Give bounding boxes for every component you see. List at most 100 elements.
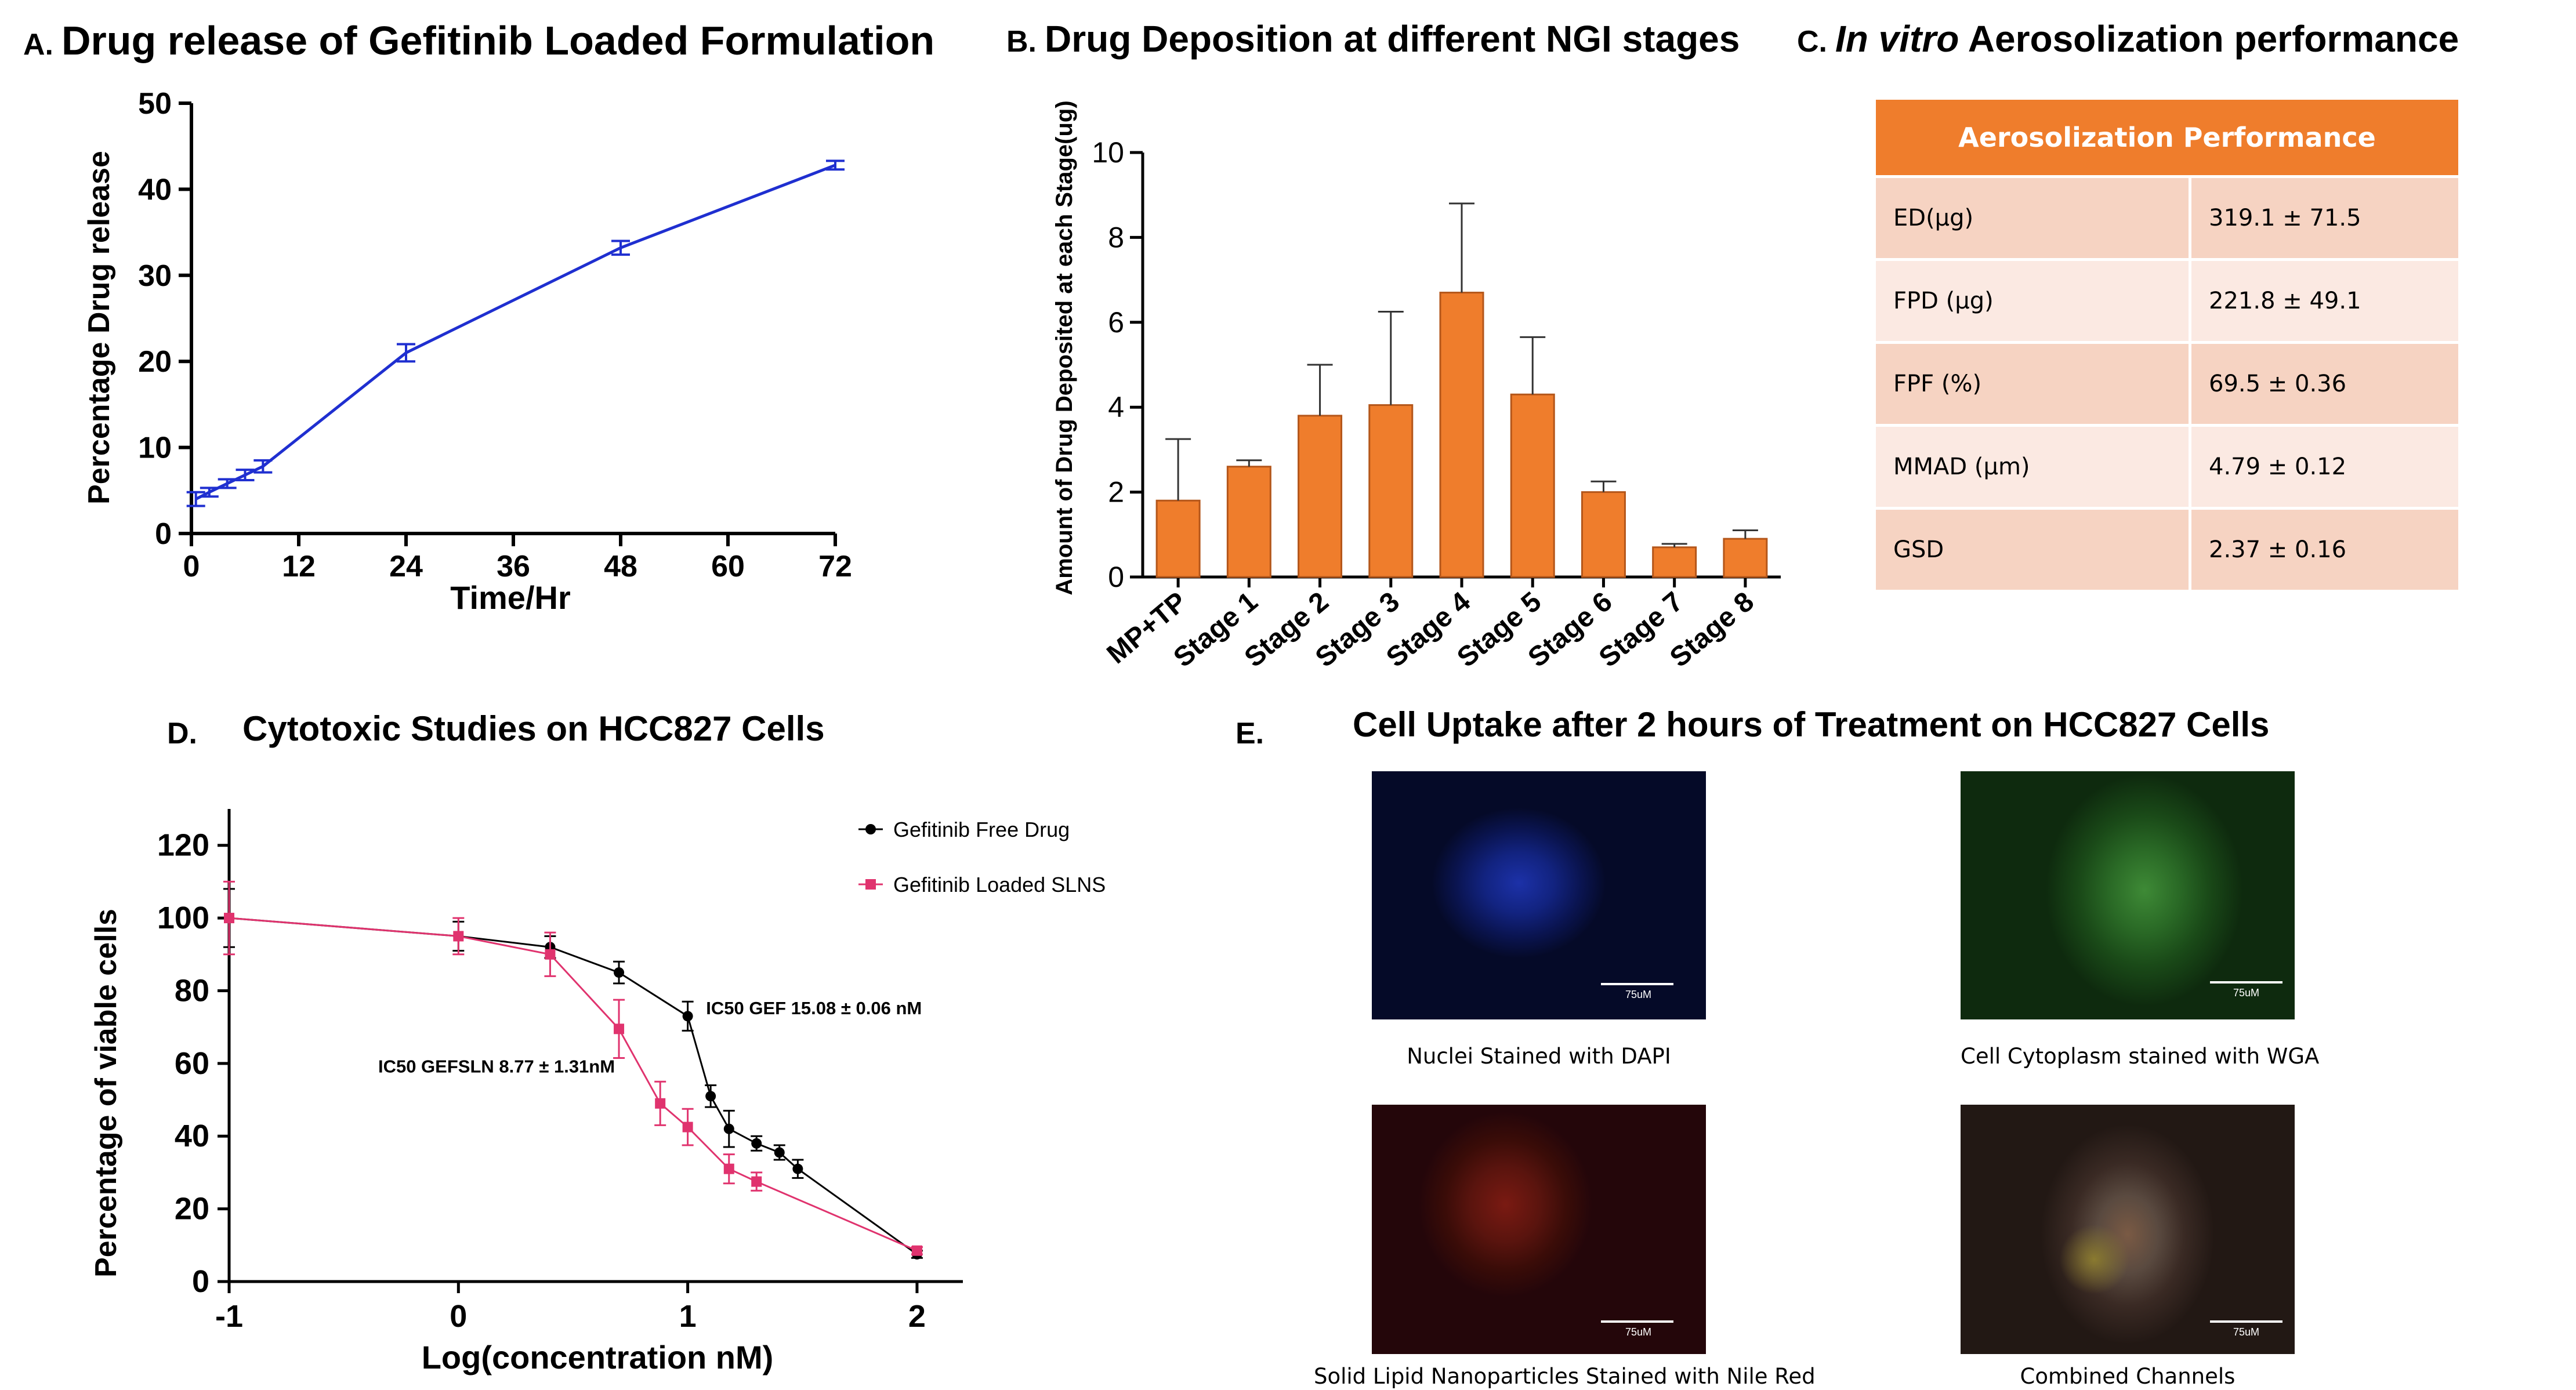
chart-d-plot: IC50 GEF 15.08 ± 0.06 nM IC50 GEFSLN 8.77…	[223, 880, 923, 1260]
data-point	[705, 1091, 716, 1102]
bar	[1368, 404, 1414, 578]
series-line	[229, 917, 918, 1255]
legend-entry: Gefitinib Loaded SLNS	[858, 873, 1106, 897]
micro-image-dapi: 75uM	[1372, 771, 1706, 1019]
data-point	[453, 931, 464, 942]
table-row: FPF (%) 69.5 ± 0.36	[1876, 341, 2458, 424]
table-cell-label: FPF (%)	[1876, 341, 2189, 424]
panel-d-title: Cytotoxic Studies on HCC827 Cells	[242, 709, 825, 748]
bar	[1652, 546, 1697, 578]
table-cell-label: ED(μg)	[1876, 175, 2189, 258]
aerosolization-table-header: Aerosolization Performance	[1876, 100, 2458, 175]
table-cell-value: 221.8 ± 49.1	[2189, 258, 2458, 341]
micro-image-nile-red: 75uM	[1372, 1105, 1706, 1354]
panel-a-title-text: Drug release of Gefitinib Loaded Formula…	[61, 18, 935, 63]
error-bar	[826, 159, 845, 171]
micro-image-wga: 75uM	[1961, 771, 2295, 1019]
chart-a-ylabel: Percentage Drug release	[82, 151, 116, 505]
table-cell-value: 4.79 ± 0.12	[2189, 424, 2458, 507]
bar	[1298, 415, 1343, 578]
y-tick-label: 100	[157, 901, 209, 935]
error-bar	[186, 491, 205, 507]
y-tick-label: 40	[138, 173, 172, 206]
y-tick-label: 0	[192, 1264, 209, 1299]
error-bar	[1520, 336, 1546, 395]
panel-c-letter: C.	[1797, 25, 1827, 59]
ic50-annotation: IC50 GEFSLN 8.77 ± 1.31nM	[378, 1057, 615, 1077]
y-tick-label: 20	[138, 345, 172, 379]
y-tick-label: 0	[155, 517, 172, 551]
error-bar	[200, 487, 219, 498]
caption-combined: Combined Channels	[2020, 1364, 2236, 1389]
panel-a-letter: A.	[23, 28, 53, 61]
scale-label: 75uM	[1625, 989, 1652, 1000]
table-cell-value: 69.5 ± 0.36	[2189, 341, 2458, 424]
chart-a-axes: 0 10 20 30 40 50 0 12 24 36 48 60 72	[138, 87, 852, 583]
y-tick-label: 10	[1092, 136, 1124, 169]
bar	[1226, 466, 1271, 578]
scale-label: 75uM	[1625, 1326, 1652, 1338]
data-point	[682, 1011, 693, 1022]
panel-c-title-italic: In vitro	[1835, 18, 1959, 60]
bar	[1581, 491, 1626, 578]
data-point	[792, 1163, 803, 1174]
panel-b-title-text: Drug Deposition at different NGI stages	[1045, 18, 1740, 60]
data-point	[911, 1245, 922, 1256]
chart-d-legend: Gefitinib Free Drug Gefitinib Loaded SLNS	[858, 818, 1106, 897]
x-tick-label: 72	[818, 550, 852, 583]
scale-bar	[1601, 983, 1673, 985]
legend-label: Gefitinib Loaded SLNS	[893, 873, 1106, 897]
y-tick-label: 8	[1108, 221, 1124, 253]
x-tick-label: 60	[711, 550, 745, 583]
y-tick-label: 20	[175, 1192, 209, 1226]
y-tick-label: 4	[1108, 391, 1124, 423]
data-point	[774, 1147, 785, 1158]
table-row: MMAD (μm) 4.79 ± 0.12	[1876, 424, 2458, 507]
panel-d-letter: D.	[167, 717, 197, 750]
error-bar	[1449, 202, 1474, 293]
x-tick-label: 12	[282, 550, 316, 583]
y-tick-label: 10	[138, 431, 172, 465]
data-point	[723, 1123, 734, 1134]
caption-dapi: Nuclei Stained with DAPI	[1407, 1044, 1671, 1069]
table-cell-value: 319.1 ± 71.5	[2189, 175, 2458, 258]
y-tick-label: 30	[138, 259, 172, 293]
y-tick-label: 60	[175, 1046, 209, 1081]
table-cell-value: 2.37 ± 0.16	[2189, 507, 2458, 590]
caption-nile-red: Solid Lipid Nanoparticles Stained with N…	[1314, 1364, 1816, 1389]
error-bar	[253, 459, 273, 474]
y-tick-label: 2	[1108, 476, 1124, 509]
release-line	[195, 164, 836, 500]
x-tick-label: 0	[450, 1299, 467, 1334]
panel-e-title: Cell Uptake after 2 hours of Treatment o…	[1353, 705, 2270, 744]
chart-a-plot	[186, 159, 845, 507]
chart-a-xlabel: Time/Hr	[450, 579, 570, 616]
data-point	[723, 1163, 734, 1174]
chart-a-drug-release: 0 10 20 30 40 50 0 12 24 36 48 60 72 Time/Hr Percent…	[82, 87, 852, 616]
y-tick-label: 80	[175, 973, 209, 1008]
data-point	[224, 913, 234, 924]
legend-entry: Gefitinib Free Drug	[858, 818, 1070, 841]
x-tick-label: 2	[908, 1299, 926, 1334]
chart-b-ylabel: Amount of Drug Deposited at each Stage(u…	[1052, 100, 1077, 595]
table-row: ED(μg) 319.1 ± 71.5	[1876, 175, 2458, 258]
data-point	[682, 1122, 693, 1133]
scale-bar	[2210, 981, 2282, 983]
x-tick-label: 0	[183, 550, 200, 583]
x-tick-label: -1	[215, 1299, 243, 1334]
legend-marker	[865, 879, 876, 890]
bar	[1510, 393, 1555, 578]
data-point	[545, 949, 556, 960]
scale-label: 75uM	[2233, 987, 2260, 999]
chart-b-plot	[1155, 202, 1768, 578]
error-bar	[1236, 459, 1262, 467]
panel-a-title: A. Drug release of Gefitinib Loaded Formu…	[23, 17, 934, 64]
ic50-annotation: IC50 GEF 15.08 ± 0.06 nM	[706, 998, 922, 1018]
error-bar	[218, 478, 237, 489]
series-line	[229, 917, 918, 1252]
legend-label: Gefitinib Free Drug	[893, 818, 1070, 841]
